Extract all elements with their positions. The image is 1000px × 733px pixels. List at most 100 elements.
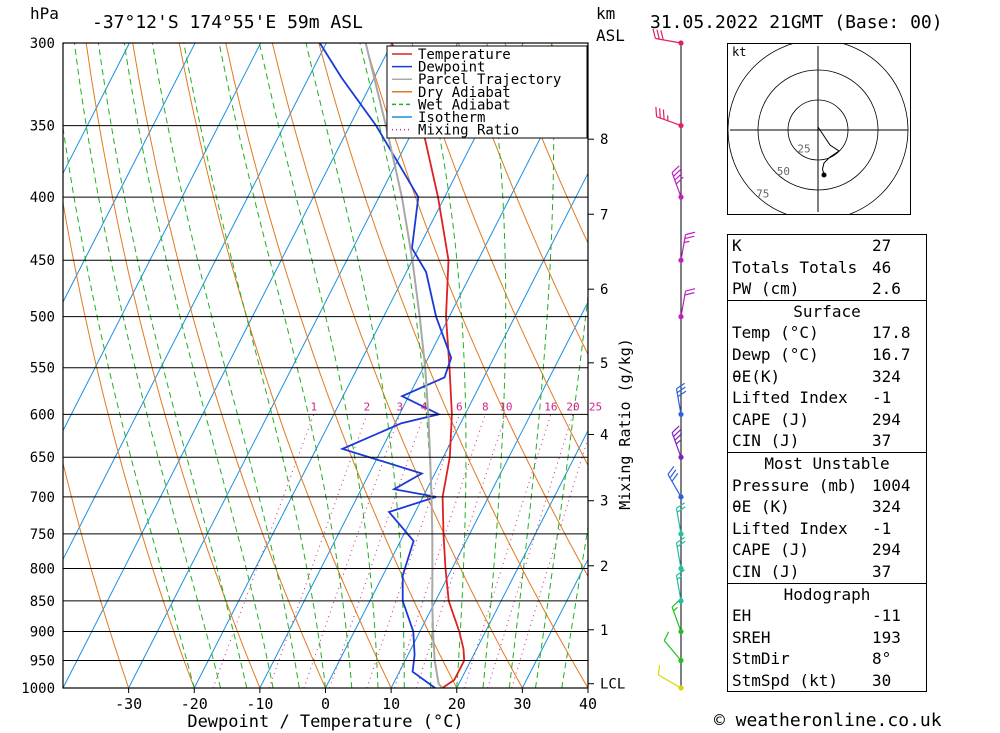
pressure-tick-label: 300 — [30, 36, 55, 52]
index-label: CAPE (J) — [732, 540, 810, 560]
indices-surface: Temp (°C) 17.8 Dewp (°C) 16.7 θE(K) 324 Lifted… — [728, 322, 926, 452]
hodograph-trace — [817, 126, 840, 176]
pressure-tick-label: 700 — [30, 490, 55, 506]
index-value: 294 — [872, 409, 901, 429]
index-row-mu-1: θE (K) 324 — [728, 496, 926, 518]
mixing-ratio-label: 2 — [364, 400, 371, 413]
index-row-general-2: PW (cm) 2.6 — [728, 278, 926, 300]
wet-adiabat-line — [359, 43, 434, 688]
wind-shaft — [656, 116, 682, 127]
dry-adiabat-line — [457, 43, 588, 356]
wind-shaft — [680, 234, 687, 261]
wind-barb — [678, 231, 696, 263]
wind-shaft — [663, 640, 682, 661]
legend-entry: Dewpoint — [418, 60, 485, 76]
pressure-tick-label: 900 — [30, 625, 55, 641]
pressure-tick-label: 450 — [30, 253, 55, 269]
index-row-hodo-2: StmDir 8° — [728, 648, 926, 670]
most-unstable-title: Most Unstable — [764, 453, 890, 473]
hodograph-group: 25 50 75 — [727, 39, 909, 221]
isotherm-line — [63, 43, 196, 304]
wet-adiabat-line — [535, 291, 588, 688]
legend-entry: Isotherm — [418, 110, 485, 126]
index-label: Lifted Index — [732, 518, 848, 538]
index-row-general-0: K 27 — [728, 235, 926, 257]
wind-barb — [667, 466, 684, 500]
legend-entry: Mixing Ratio — [418, 123, 519, 139]
mixing-ratio-line — [303, 414, 401, 688]
indices-most-unstable: Pressure (mb) 1004 θE (K) 324 Lifted Index -1… — [728, 475, 926, 583]
wind-shaft — [680, 290, 687, 317]
mixing-ratio-label: 25 — [589, 400, 602, 413]
credit-text: © weatheronline.co.uk — [714, 710, 942, 731]
wind-flag — [660, 30, 664, 41]
pressure-tick-label: 400 — [30, 190, 55, 206]
mixing-ratio-label: 8 — [482, 400, 489, 413]
legend-entry: Dry Adiabat — [418, 85, 511, 101]
wind-shaft — [671, 606, 682, 632]
wind-half-flag — [667, 115, 669, 121]
wind-barb — [675, 502, 686, 537]
wind-flag — [669, 469, 677, 479]
wind-flag — [662, 109, 665, 120]
pressure-tick-label: 1000 — [21, 681, 55, 697]
mixing-ratio-label: 6 — [456, 400, 463, 413]
dry-adiabat-line — [504, 43, 588, 245]
wind-barb — [675, 382, 687, 417]
wind-flag — [667, 466, 675, 475]
index-value: 1004 — [872, 475, 911, 495]
mixing-ratio-label: 1 — [310, 400, 317, 413]
wind-barb — [671, 599, 684, 635]
wind-flag — [671, 425, 680, 434]
wind-shaft — [675, 388, 682, 415]
temp-tick-label: -20 — [181, 695, 208, 713]
wind-half-flag — [676, 575, 683, 580]
wind-flag — [684, 235, 695, 240]
isotherm-line — [456, 429, 588, 688]
x-axis-label: Dewpoint / Temperature (°C) — [187, 712, 463, 732]
legend-entry: Parcel Trajectory — [418, 72, 561, 88]
isotherm-line — [63, 43, 130, 175]
surface-title: Surface — [793, 301, 861, 321]
wind-barb — [671, 425, 684, 460]
index-row-surface-2: θE(K) 324 — [728, 366, 926, 388]
wind-half-flag — [675, 440, 681, 445]
isotherm-line — [63, 43, 327, 561]
km-tick-label: 6 — [600, 282, 608, 298]
wet-adiabat-line — [73, 43, 221, 688]
pressure-tick-label: 650 — [30, 450, 55, 466]
index-value: 27 — [872, 236, 892, 255]
index-row-hodo-3: StmSpd (kt) 30 — [728, 670, 926, 692]
pressure-tick-label: 750 — [30, 527, 55, 543]
wind-shaft — [675, 508, 682, 534]
wind-flag — [676, 382, 685, 390]
index-value: 46 — [872, 257, 892, 277]
hodograph-units: kt — [732, 45, 747, 59]
index-value: 193 — [872, 627, 901, 647]
km-tick-label: 3 — [600, 494, 608, 510]
mixing-ratio-line — [268, 414, 368, 688]
legend-entry: Wet Adiabat — [418, 97, 511, 113]
plot-frame — [62, 42, 589, 689]
index-row-surface-0: Temp (°C) 17.8 — [728, 322, 926, 344]
pressure-tick-label: 850 — [30, 594, 55, 610]
isotherm-line — [521, 558, 588, 688]
wind-shaft — [655, 37, 682, 44]
dry-adiabat-line — [970, 43, 1000, 688]
hodograph-ring-label: 75 — [756, 188, 769, 201]
wind-barb — [678, 288, 696, 320]
wind-barb — [657, 665, 684, 691]
index-value: -1 — [872, 518, 892, 538]
wind-flag — [671, 165, 680, 174]
wind-flag — [685, 231, 696, 236]
legend-entry: Temperature — [418, 47, 511, 63]
wet-adiabat-line — [97, 43, 248, 688]
isotherm-line — [193, 43, 524, 688]
wind-dot — [678, 257, 684, 263]
series-parcel-trajectory — [364, 43, 444, 688]
wind-half-flag — [673, 606, 678, 612]
index-value: 324 — [872, 497, 901, 517]
indices-general: K 27 Totals Totals 46 PW (cm) 2.6 — [728, 235, 926, 300]
